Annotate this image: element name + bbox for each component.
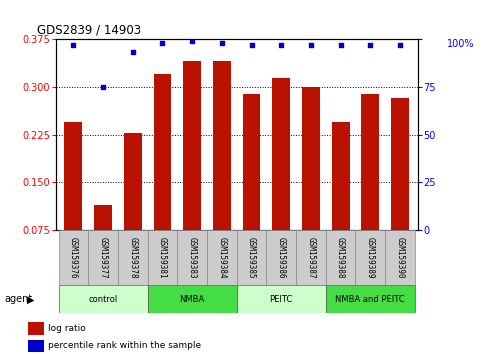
Bar [148, 230, 177, 285]
Text: 100%: 100% [447, 39, 474, 49]
Bar [28, 322, 44, 335]
Text: PEITC: PEITC [270, 295, 293, 304]
Text: GSM159378: GSM159378 [128, 237, 137, 278]
Bar [266, 230, 296, 285]
Bar [58, 230, 88, 285]
Bar [326, 230, 355, 285]
Point [129, 50, 137, 55]
Bar [326, 285, 415, 313]
Text: GDS2839 / 14903: GDS2839 / 14903 [38, 23, 142, 36]
Bar [148, 285, 237, 313]
Bar [296, 230, 326, 285]
Bar [94, 205, 112, 230]
Text: GSM159383: GSM159383 [187, 237, 197, 278]
Text: GSM159389: GSM159389 [366, 237, 375, 278]
Point [99, 84, 107, 90]
Bar [237, 285, 326, 313]
Text: GSM159388: GSM159388 [336, 237, 345, 278]
Bar [213, 61, 231, 230]
Bar [237, 230, 266, 285]
Text: agent: agent [5, 294, 33, 304]
Point [337, 42, 344, 47]
Bar [332, 122, 350, 230]
Text: GSM159390: GSM159390 [396, 237, 404, 278]
Point [367, 42, 374, 47]
Bar [385, 230, 415, 285]
Point [396, 42, 404, 47]
Bar [154, 74, 171, 230]
Text: NMBA: NMBA [180, 295, 205, 304]
Text: log ratio: log ratio [48, 324, 86, 333]
Point [307, 42, 315, 47]
Text: GSM159386: GSM159386 [277, 237, 286, 278]
Text: GSM159381: GSM159381 [158, 237, 167, 278]
Point [70, 42, 77, 47]
Point [248, 42, 256, 47]
Point [218, 40, 226, 46]
Bar [118, 230, 148, 285]
Bar [361, 95, 379, 230]
Bar [64, 122, 82, 230]
Bar [302, 87, 320, 230]
Bar [88, 230, 118, 285]
Bar [183, 61, 201, 230]
Text: GSM159387: GSM159387 [306, 237, 315, 278]
Bar [272, 79, 290, 230]
Text: ▶: ▶ [27, 295, 34, 305]
Text: GSM159385: GSM159385 [247, 237, 256, 278]
Text: GSM159376: GSM159376 [69, 237, 78, 278]
Bar [177, 230, 207, 285]
Bar [58, 285, 148, 313]
Bar [391, 98, 409, 230]
Text: percentile rank within the sample: percentile rank within the sample [48, 341, 201, 350]
Point [158, 40, 166, 46]
Text: GSM159377: GSM159377 [99, 237, 108, 278]
Bar [355, 230, 385, 285]
Text: NMBA and PEITC: NMBA and PEITC [336, 295, 405, 304]
Bar [124, 133, 142, 230]
Text: control: control [88, 295, 118, 304]
Text: GSM159384: GSM159384 [217, 237, 227, 278]
Bar [207, 230, 237, 285]
Point [188, 38, 196, 44]
Bar [242, 95, 260, 230]
Bar [28, 340, 44, 352]
Point [277, 42, 285, 47]
